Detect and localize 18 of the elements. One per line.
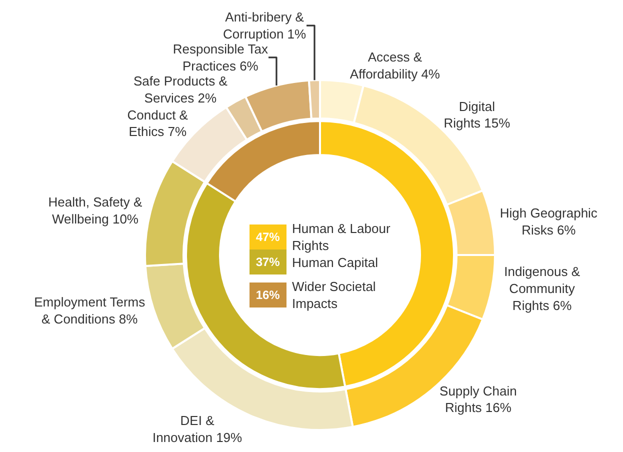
legend-label: Human Capital: [292, 255, 378, 270]
slice-label: Safe Products & Services 2%: [133, 73, 228, 106]
slice-label: High Geographic Risks 6%: [500, 206, 598, 238]
data-label: 37%: [256, 255, 280, 269]
data-label: 16%: [256, 288, 280, 302]
slice-label: Digital Rights 15%: [444, 98, 511, 131]
slice-label: DEI & Innovation 19%: [152, 413, 243, 445]
slice-label: Employment Terms & Conditions 8%: [34, 294, 146, 327]
slice-label: Anti-bribery & Corruption 1%: [222, 10, 307, 42]
legend-label: Wider Societal Impacts: [292, 279, 376, 311]
slice-label: Health, Safety & Wellbeing 10%: [48, 194, 143, 226]
slice-label: Access & Affordability 4%: [350, 50, 440, 82]
data-label: 47%: [256, 230, 280, 244]
slice-label: Supply Chain Rights 16%: [440, 383, 517, 416]
slice-label: Indigenous & Community Rights 6%: [504, 264, 580, 314]
legend-label: Human & Labour Rights: [292, 221, 391, 253]
slice-label: Conduct & Ethics 7%: [127, 107, 188, 140]
slice-label: Responsible Tax Practices 6%: [172, 42, 269, 74]
